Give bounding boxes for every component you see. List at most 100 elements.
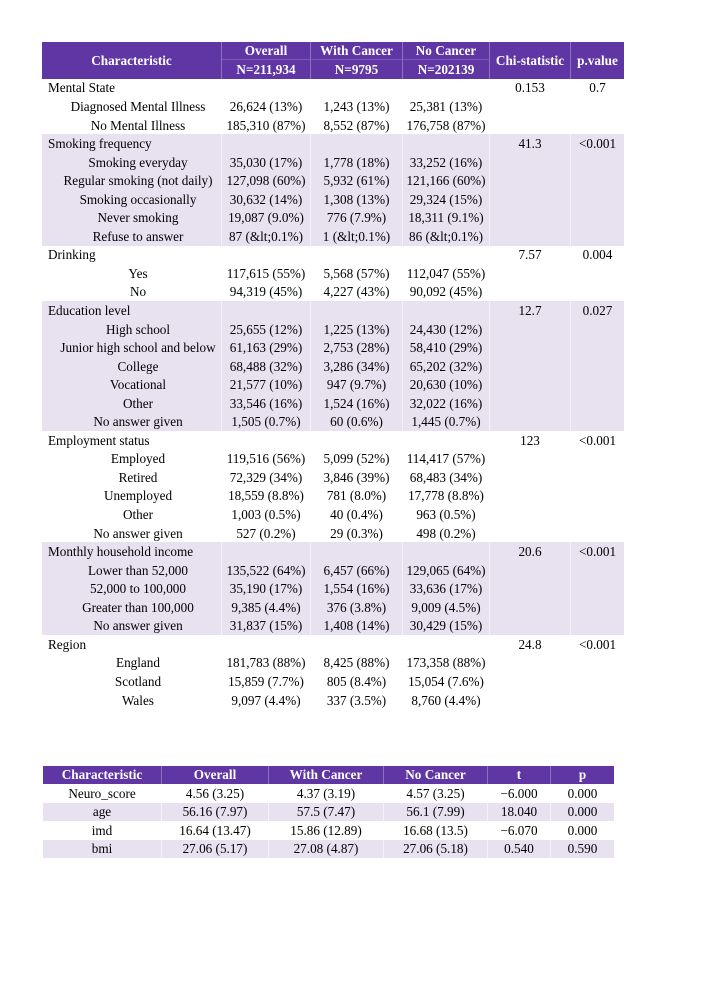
cell-p-value	[571, 412, 624, 432]
cell-overall: 1,505 (0.7%)	[222, 412, 311, 432]
column-header-overall: Overall	[222, 42, 311, 61]
cell-overall: 26,624 (13%)	[222, 97, 311, 116]
cell-chi-statistic	[490, 486, 571, 506]
row-label: Smoking occasionally	[42, 190, 222, 209]
cell-with-cancer	[311, 134, 403, 153]
row-label: England	[42, 653, 222, 673]
cell-overall: 94,319 (45%)	[222, 282, 311, 302]
cell-p-value	[571, 227, 624, 246]
cell-no-cancer: 114,417 (57%)	[403, 449, 490, 469]
table-row: Employment status 123 <0.001	[42, 431, 624, 450]
cell-chi-statistic	[490, 412, 571, 432]
cell-with-cancer: 1,408 (14%)	[311, 616, 403, 636]
cell-p-value	[571, 561, 624, 580]
cell-no-cancer: 17,778 (8.8%)	[403, 486, 490, 506]
table-row: Never smoking 19,087 (9.0%) 776 (7.9%) 1…	[42, 208, 624, 228]
table-row: Region 24.8 <0.001	[42, 635, 624, 654]
cell-overall: 117,615 (55%)	[222, 264, 311, 283]
cell-p-value: 0.004	[582, 247, 613, 263]
cell-chi-statistic	[490, 394, 571, 413]
table-row: Smoking frequency 41.3 <0.001	[42, 134, 624, 153]
cell-with-cancer: 60 (0.6%)	[311, 412, 403, 432]
table1-body: Mental State 0.153 0.7 Diagnosed Mental …	[42, 78, 624, 710]
column-header-with-cancer-n: N=9795	[311, 60, 403, 79]
group-label: Smoking frequency	[42, 134, 222, 153]
cell-chi-statistic	[490, 505, 571, 524]
cell-with-cancer: 3,286 (34%)	[311, 356, 403, 376]
cell-chi-statistic	[490, 616, 571, 636]
row-label: age	[43, 802, 162, 822]
table-row: Lower than 52,000 135,522 (64%) 6,457 (6…	[42, 561, 624, 580]
cell-t-statistic: −6.000	[488, 784, 551, 803]
row-label: Junior high school and below	[42, 338, 222, 357]
cell-with-cancer: 776 (7.9%)	[311, 208, 403, 228]
cell-p-value	[571, 97, 624, 116]
table-row: No Mental Illness 185,310 (87%) 8,552 (8…	[42, 115, 624, 135]
table-row: Retired 72,329 (34%) 3,846 (39%) 68,483 …	[42, 468, 624, 487]
table-row: Smoking occasionally 30,632 (14%) 1,308 …	[42, 190, 624, 209]
cell-p-value	[571, 505, 624, 524]
cell-no-cancer: 8,760 (4.4%)	[403, 690, 490, 710]
cell-no-cancer: 58,410 (29%)	[403, 338, 490, 357]
cell-overall: 127,098 (60%)	[222, 171, 311, 191]
cell-with-cancer	[311, 301, 403, 320]
cell-p-value	[571, 171, 624, 191]
cell-no-cancer: 112,047 (55%)	[403, 264, 490, 283]
cell-p-value	[571, 524, 624, 543]
cell-with-cancer: 805 (8.4%)	[311, 672, 403, 691]
cell-with-cancer: 40 (0.4%)	[311, 505, 403, 524]
column-header-with-cancer: With Cancer	[311, 42, 403, 61]
cell-p-value	[571, 691, 624, 710]
table-row: Diagnosed Mental Illness 26,624 (13%) 1,…	[42, 97, 624, 116]
row-label: Unemployed	[42, 486, 222, 506]
table-row: No answer given 31,837 (15%) 1,408 (14%)…	[42, 616, 624, 636]
cell-no-cancer: 18,311 (9.1%)	[403, 208, 490, 228]
column-header-no-cancer: No Cancer	[384, 766, 488, 784]
cell-chi-statistic	[490, 208, 571, 228]
cell-chi-statistic	[490, 449, 571, 469]
cell-chi-statistic	[490, 672, 571, 691]
cell-chi-statistic: 123	[490, 431, 571, 450]
cell-no-cancer: 90,092 (45%)	[403, 282, 490, 302]
cell-p-value: 0.000	[567, 785, 598, 801]
table-row: Other 33,546 (16%) 1,524 (16%) 32,022 (1…	[42, 394, 624, 413]
cell-t-statistic: −6.070	[488, 821, 551, 840]
table-row: Mental State 0.153 0.7	[42, 78, 624, 98]
cell-chi-statistic	[490, 152, 571, 172]
cell-p-value	[571, 319, 624, 339]
cell-p-value	[571, 598, 624, 617]
cell-p-value: 0.027	[571, 301, 624, 320]
cell-chi-statistic	[490, 282, 571, 302]
cell-chi-statistic	[490, 598, 571, 617]
cell-overall: 61,163 (29%)	[222, 338, 311, 357]
cell-no-cancer: 963 (0.5%)	[403, 505, 490, 524]
cell-overall	[222, 78, 311, 98]
cell-overall: 1,003 (0.5%)	[222, 505, 311, 524]
table-row: 52,000 to 100,000 35,190 (17%) 1,554 (16…	[42, 579, 624, 599]
row-label: Neuro_score	[43, 784, 162, 803]
cell-overall: 35,190 (17%)	[222, 579, 311, 599]
cell-chi-statistic	[490, 375, 571, 395]
cell-overall	[222, 431, 311, 450]
cell-with-cancer: 4,227 (43%)	[311, 282, 403, 302]
row-label: High school	[42, 319, 222, 339]
cell-p-value	[571, 116, 624, 135]
cell-chi-statistic	[490, 264, 571, 283]
cell-p-value	[571, 264, 624, 283]
cell-no-cancer: 129,065 (64%)	[403, 561, 490, 580]
cell-overall: 19,087 (9.0%)	[222, 208, 311, 228]
cell-chi-statistic	[490, 338, 571, 357]
cell-no-cancer	[403, 431, 490, 450]
cell-with-cancer: 1,308 (13%)	[311, 190, 403, 209]
table-row: Education level 12.7 0.027	[42, 301, 624, 320]
cell-no-cancer: 30,429 (15%)	[403, 616, 490, 636]
cell-p-value	[571, 616, 624, 636]
cell-overall: 33,546 (16%)	[222, 394, 311, 413]
header-row: Characteristic Overall With Cancer No Ca…	[42, 42, 624, 79]
cell-with-cancer: 1,524 (16%)	[311, 394, 403, 413]
table-row: imd 16.64 (13.47) 15.86 (12.89) 16.68 (1…	[43, 821, 614, 840]
row-label: No answer given	[42, 616, 222, 636]
cell-overall: 25,655 (12%)	[222, 319, 311, 339]
table-row: College 68,488 (32%) 3,286 (34%) 65,202 …	[42, 356, 624, 376]
header-row: Characteristic Overall With Cancer No Ca…	[43, 766, 614, 784]
